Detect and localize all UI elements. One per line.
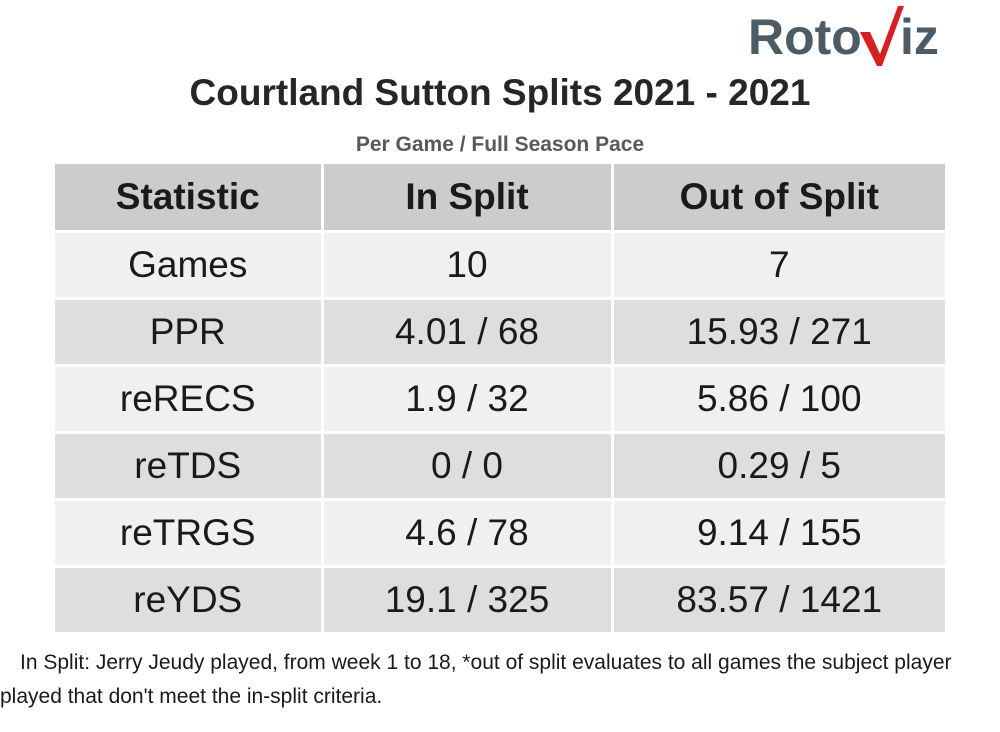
logo-v-checkmark [860,6,904,66]
logo-text-iz: iz [900,9,939,65]
in-split-cell: 4.01 / 68 [322,298,614,367]
chart-subtitle: Per Game / Full Season Pace [355,133,645,156]
logo-text-roto: Roto [748,9,862,65]
table-header-row: Statistic In Split Out of Split [55,164,945,233]
out-split-cell: 15.93 / 271 [612,298,945,367]
footnote-text: In Split: Jerry Jeudy played, from week … [0,651,952,708]
column-header-statistic: Statistic [55,164,324,233]
in-split-cell: 19.1 / 325 [322,566,614,635]
stat-cell: reRECS [55,365,324,434]
rotoviz-logo: Roto iz [748,6,939,66]
table-row: reTDS 0 / 0 0.29 / 5 [55,432,945,501]
table-row: reTRGS 4.6 / 78 9.14 / 155 [55,499,945,568]
out-split-cell: 9.14 / 155 [612,499,945,568]
out-split-cell: 7 [612,231,945,300]
stat-cell: Games [55,231,324,300]
stat-cell: PPR [55,298,324,367]
chart-title: Courtland Sutton Splits 2021 - 2021 [189,72,811,113]
stat-cell: reYDS [55,566,324,635]
in-split-cell: 0 / 0 [322,432,614,501]
in-split-cell: 1.9 / 32 [322,365,614,434]
splits-table: Statistic In Split Out of Split Games 10… [55,164,945,635]
stat-cell: reTRGS [55,499,324,568]
in-split-cell: 4.6 / 78 [322,499,614,568]
stat-cell: reTDS [55,432,324,501]
column-header-in-split: In Split [322,164,614,233]
in-split-cell: 10 [322,231,614,300]
table-row: reYDS 19.1 / 325 83.57 / 1421 [55,566,945,635]
footnote: In Split: Jerry Jeudy played, from week … [0,646,960,714]
table-row: reRECS 1.9 / 32 5.86 / 100 [55,365,945,434]
out-split-cell: 0.29 / 5 [612,432,945,501]
out-split-cell: 83.57 / 1421 [612,566,945,635]
table-row: Games 10 7 [55,231,945,300]
column-header-out-of-split: Out of Split [612,164,945,233]
out-split-cell: 5.86 / 100 [612,365,945,434]
table-row: PPR 4.01 / 68 15.93 / 271 [55,298,945,367]
